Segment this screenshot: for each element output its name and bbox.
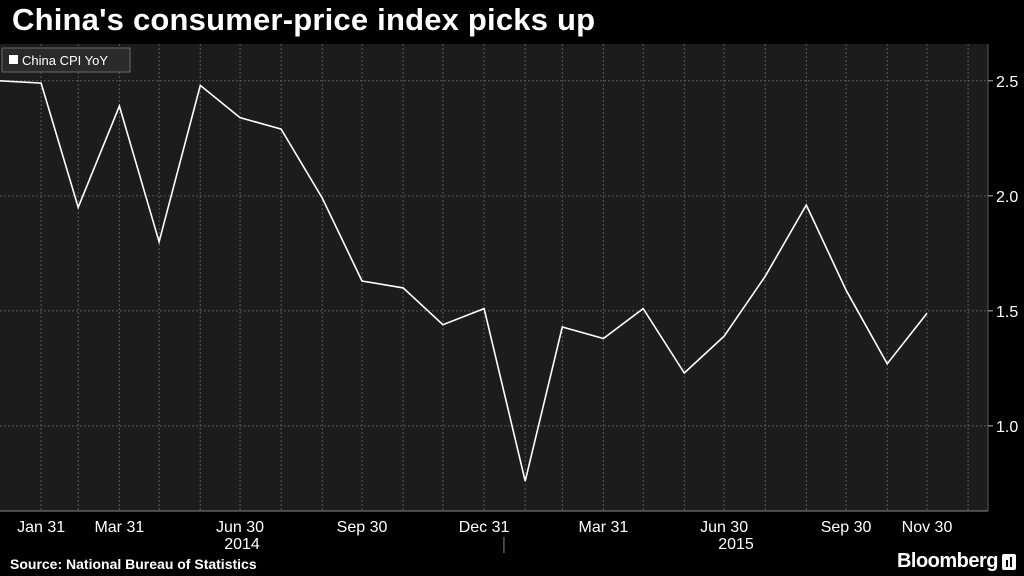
- x-tick-label: Jan 31: [17, 519, 65, 536]
- plot-area: [0, 44, 988, 511]
- chart-title: China's consumer-price index picks up: [12, 2, 596, 37]
- x-year-label: 2014: [224, 536, 260, 553]
- x-year-labels: 2014 2015: [224, 536, 754, 553]
- x-tick-label: Dec 31: [459, 519, 510, 536]
- legend-label: China CPI YoY: [22, 53, 108, 68]
- legend-box: [1, 47, 131, 73]
- y-tick-label: 1.0: [996, 419, 1018, 436]
- x-tick-labels: Jan 31 Mar 31 Jun 30 Sep 30 Dec 31 Mar 31 Jun …: [17, 519, 952, 536]
- brand-name: Bloomberg: [896, 550, 999, 572]
- y-tick-label: 2.0: [996, 189, 1018, 206]
- legend-swatch: [9, 55, 18, 64]
- x-year-label: 2015: [718, 536, 754, 553]
- brand-logo: Bloomberg: [897, 550, 1016, 573]
- source-note: Source: National Bureau of Statistics: [10, 556, 257, 572]
- bar-chart-icon: [1002, 553, 1016, 570]
- x-tick-label: Sep 30: [821, 519, 872, 536]
- y-tick-label: 2.5: [996, 74, 1018, 91]
- x-tick-label: Jun 30: [700, 519, 748, 536]
- x-tick-label: Nov 30: [902, 519, 953, 536]
- horizontal-gridlines: [0, 80, 988, 427]
- x-tick-label: Mar 31: [94, 519, 144, 536]
- y-tick-labels: 1.0 1.5 2.0 2.5: [988, 74, 1018, 436]
- cpi-line-chart: Jan 31 Mar 31 Jun 30 Sep 30 Dec 31 Mar 31 Jun …: [0, 44, 1018, 553]
- y-tick-label: 1.5: [996, 304, 1018, 321]
- legend: China CPI YoY: [1, 47, 131, 73]
- vertical-gridlines: [40, 44, 989, 511]
- x-tick-label: Sep 30: [337, 519, 388, 536]
- x-tick-label: Mar 31: [579, 519, 629, 536]
- series-line-china-cpi-yoy: [0, 80, 928, 482]
- x-tick-label: Jun 30: [216, 519, 264, 536]
